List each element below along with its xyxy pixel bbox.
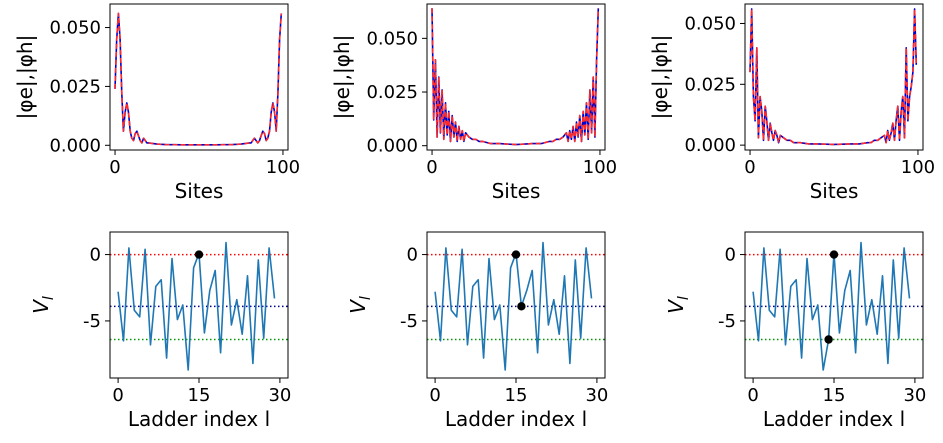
x-tick-label: 15 xyxy=(823,385,846,406)
y-tick-label: 0.050 xyxy=(366,28,418,49)
y-tick-label: 0 xyxy=(90,245,101,266)
x-tick-label: 0 xyxy=(744,157,755,178)
x-tick-label: 0 xyxy=(747,385,758,406)
y-tick-label: 0.025 xyxy=(49,76,101,97)
axes-frame xyxy=(744,3,924,151)
series-line-1 xyxy=(431,8,600,146)
y-tick-label: -5 xyxy=(718,311,736,332)
x-tick-label: 30 xyxy=(585,385,608,406)
x-axis-label: Ladder index l xyxy=(128,407,270,431)
x-tick-label: 100 xyxy=(901,157,935,178)
x-tick-label: 30 xyxy=(268,385,291,406)
axes-frame xyxy=(426,3,606,151)
x-tick-label: 15 xyxy=(188,385,211,406)
x-axis-label: Ladder index l xyxy=(445,407,587,431)
state-marker-2 xyxy=(517,302,526,311)
y-tick-label: 0.000 xyxy=(684,135,736,156)
x-tick-label: 0 xyxy=(426,157,437,178)
panel-bottom-right: 0 15 30 0 -5 Ladder index l Vl xyxy=(664,231,926,431)
series-line-2 xyxy=(114,12,283,146)
x-tick-label: 100 xyxy=(583,157,617,178)
panel-top-right: 0 100 0.000 0.025 0.050 Sites |φe|,|φh| xyxy=(648,3,935,203)
state-marker-1 xyxy=(829,250,839,259)
series-line-2 xyxy=(431,8,600,146)
y-axis-label: Vl xyxy=(346,296,374,314)
y-axis-label: |φe|,|φh| xyxy=(648,35,672,120)
x-axis-label: Ladder index l xyxy=(763,407,905,431)
panel-top-left: 0 100 0.000 0.025 0.050 Sites |φe|,|φh| xyxy=(13,3,300,203)
y-tick-label: 0 xyxy=(725,245,736,266)
state-marker-2 xyxy=(824,335,833,344)
y-tick-label: 0.025 xyxy=(684,74,736,95)
y-tick-label: 0.050 xyxy=(49,18,101,39)
y-tick-label: 0.025 xyxy=(366,82,418,103)
y-axis-label: Vl xyxy=(664,296,692,314)
y-axis-label: Vl xyxy=(29,296,57,314)
series-line-1 xyxy=(752,241,911,371)
state-marker-1 xyxy=(194,250,204,259)
series-line-1 xyxy=(434,241,593,371)
series-line-1 xyxy=(749,8,918,146)
panel-bottom-left: 0 15 30 0 -5 Ladder index l Vl xyxy=(29,231,291,431)
x-axis-label: Sites xyxy=(492,179,541,203)
x-tick-label: 30 xyxy=(903,385,926,406)
y-tick-label: 0.050 xyxy=(684,13,736,34)
x-tick-label: 0 xyxy=(112,385,123,406)
panel-top-middle: 0 100 0.000 0.025 0.050 Sites |φe|,|φh| xyxy=(330,3,617,203)
series-line-1 xyxy=(114,12,283,146)
axes-frame xyxy=(109,3,289,151)
y-tick-label: 0.000 xyxy=(366,136,418,157)
x-tick-label: 0 xyxy=(429,385,440,406)
series-line-1 xyxy=(117,241,276,371)
y-tick-label: -5 xyxy=(83,311,101,332)
x-axis-label: Sites xyxy=(175,179,224,203)
y-tick-label: 0 xyxy=(407,245,418,266)
x-tick-label: 15 xyxy=(505,385,528,406)
y-axis-label: |φe|,|φh| xyxy=(330,35,354,120)
y-tick-label: 0.000 xyxy=(49,135,101,156)
series-line-2 xyxy=(749,8,918,146)
panel-bottom-middle: 0 15 30 0 -5 Ladder index l Vl xyxy=(346,231,608,431)
state-marker-1 xyxy=(511,250,521,259)
x-axis-label: Sites xyxy=(810,179,859,203)
y-axis-label: |φe|,|φh| xyxy=(13,35,37,120)
x-tick-label: 100 xyxy=(266,157,300,178)
x-tick-label: 0 xyxy=(109,157,120,178)
y-tick-label: -5 xyxy=(400,311,418,332)
